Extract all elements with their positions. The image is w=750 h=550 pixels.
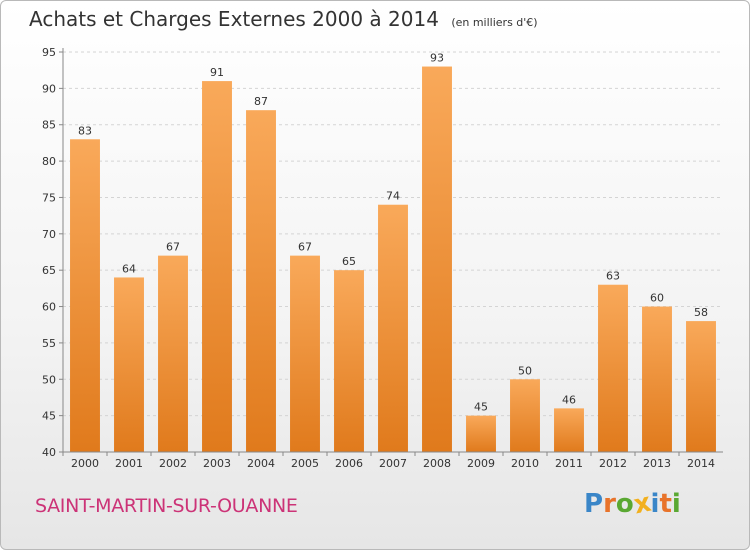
data-label: 83 — [78, 124, 92, 137]
bar — [642, 306, 672, 452]
brand-letter: P — [584, 489, 604, 519]
brand-letter: i — [671, 489, 681, 519]
x-tick-label: 2002 — [159, 457, 187, 470]
y-tick-label: 45 — [42, 410, 56, 423]
x-tick-label: 2003 — [203, 457, 231, 470]
y-tick-label: 85 — [42, 119, 56, 132]
x-tick-label: 2014 — [687, 457, 715, 470]
x-tick-label: 2009 — [467, 457, 495, 470]
y-tick-label: 40 — [42, 446, 56, 459]
data-label: 87 — [254, 95, 268, 108]
bar — [70, 139, 100, 453]
y-tick-label: 50 — [42, 373, 56, 386]
x-tick-label: 2005 — [291, 457, 319, 470]
y-tick-label: 95 — [42, 46, 56, 59]
bar — [686, 321, 716, 452]
data-label: 67 — [298, 241, 312, 254]
x-tick-label: 2004 — [247, 457, 275, 470]
x-tick-label: 2011 — [555, 457, 583, 470]
bar — [334, 270, 364, 452]
data-label: 58 — [694, 306, 708, 319]
y-tick-label: 55 — [42, 337, 56, 350]
axes: 40 45 50 55 60 65 70 75 80 85 90 95 2000 2001 2002 2003… — [42, 46, 723, 470]
data-label: 65 — [342, 255, 356, 268]
bar — [466, 415, 496, 452]
chart-subtitle: (en milliers d'€) — [451, 16, 538, 29]
data-label: 67 — [166, 241, 180, 254]
bar — [510, 379, 540, 452]
data-label: 64 — [122, 262, 136, 275]
city-name: SAINT-MARTIN-SUR-OUANNE — [35, 495, 298, 517]
x-tick-label: 2006 — [335, 457, 363, 470]
data-label: 93 — [430, 52, 444, 65]
y-tick-label: 70 — [42, 228, 56, 241]
bars: 83 64 67 91 87 67 65 74 93 45 50 46 63 60 58 — [70, 52, 716, 453]
brand-letter: t — [659, 489, 672, 519]
bar — [202, 81, 232, 452]
proxiti-logo[interactable]: Proxiti — [584, 488, 681, 521]
x-tick-label: 2010 — [511, 457, 539, 470]
x-tick-label: 2007 — [379, 457, 407, 470]
bar — [422, 66, 452, 452]
data-label: 60 — [650, 292, 664, 305]
bar — [290, 255, 320, 452]
data-label: 91 — [210, 66, 224, 79]
chart-title: Achats et Charges Externes 2000 à 2014 (… — [29, 7, 538, 31]
title-text: Achats et Charges Externes 2000 à 2014 — [29, 7, 439, 31]
data-label: 63 — [606, 270, 620, 283]
x-tick-label: 2012 — [599, 457, 627, 470]
bar — [378, 204, 408, 452]
brand-letter: o — [615, 489, 634, 519]
data-label: 46 — [562, 393, 576, 406]
data-label: 74 — [386, 190, 400, 203]
x-tick-label: 2001 — [115, 457, 143, 470]
bar — [598, 284, 628, 452]
y-tick-label: 80 — [42, 155, 56, 168]
bar — [158, 255, 188, 452]
bar — [246, 110, 276, 452]
x-tick-label: 2000 — [71, 457, 99, 470]
bar — [554, 408, 584, 452]
x-tick-label: 2008 — [423, 457, 451, 470]
data-label: 50 — [518, 364, 532, 377]
y-tick-label: 65 — [42, 264, 56, 277]
y-tick-label: 60 — [42, 301, 56, 314]
y-tick-label: 90 — [42, 82, 56, 95]
x-tick-label: 2013 — [643, 457, 671, 470]
data-label: 45 — [474, 401, 488, 414]
brand-letter: r — [603, 489, 616, 519]
y-tick-label: 75 — [42, 191, 56, 204]
brand-letter: i — [650, 489, 660, 519]
bar — [114, 277, 144, 452]
